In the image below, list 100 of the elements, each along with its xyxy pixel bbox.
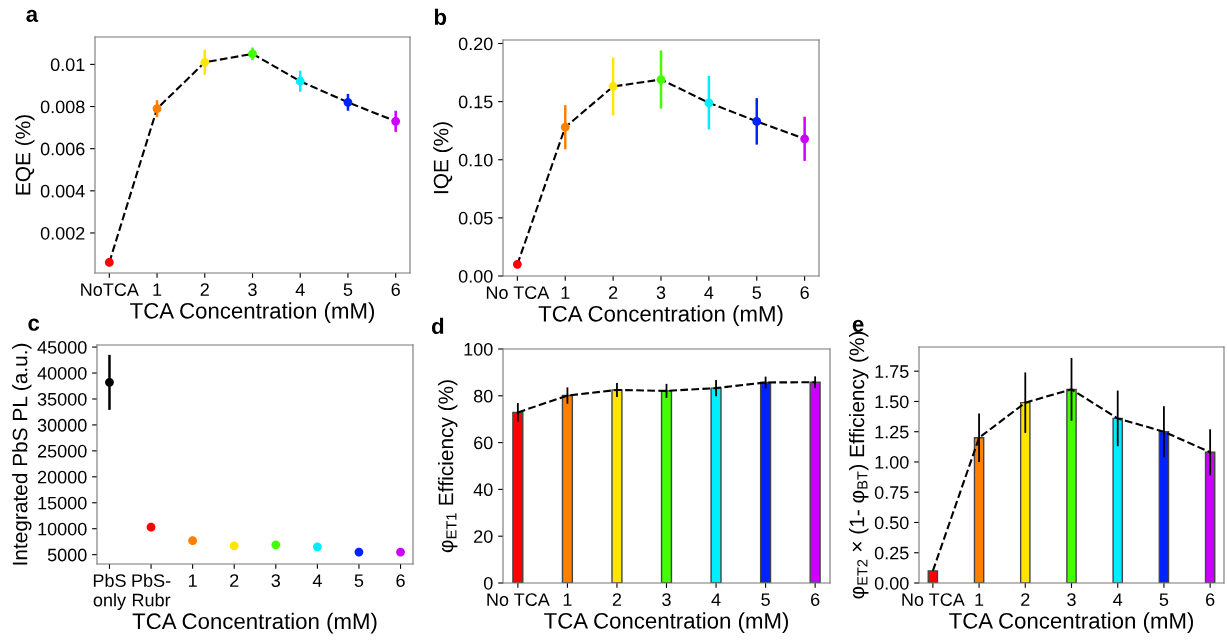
y-axis-title: φ$_{ET2}$ × (1- φ$_{BT}$) Efficiency (%) bbox=[849, 331, 869, 599]
x-tick-label: 1 bbox=[153, 283, 162, 296]
x-tick-label: 4 bbox=[1113, 593, 1123, 606]
x-tick-label: 3 bbox=[248, 283, 257, 296]
bar bbox=[1066, 388, 1077, 583]
x-tick-label: 3 bbox=[656, 286, 666, 299]
y-tick-label: 40000 bbox=[37, 366, 87, 380]
y-tick-label: 20000 bbox=[37, 470, 87, 484]
y-tick-label: 0.006 bbox=[40, 142, 85, 156]
x-axis-title: TCA Concentration (mM) bbox=[949, 612, 1193, 634]
y-tick-label: 20 bbox=[474, 530, 493, 543]
y-tick-label: 1.25 bbox=[875, 425, 909, 439]
x-tick-label: 2 bbox=[612, 593, 622, 606]
bar bbox=[1204, 451, 1216, 583]
x-tick-label: 5 bbox=[752, 286, 762, 299]
bar bbox=[1158, 431, 1170, 583]
y-tick-label: 25000 bbox=[37, 444, 87, 458]
x-tick-label: 6 bbox=[396, 574, 405, 587]
chart-title: b bbox=[434, 8, 447, 25]
x-tick-label: No TCA bbox=[486, 286, 550, 299]
point bbox=[656, 75, 666, 84]
x-axis-title: TCA Concentration (mM) bbox=[538, 305, 783, 327]
y-tick-label: 0.008 bbox=[40, 100, 85, 114]
x-tick-label: 3 bbox=[1067, 593, 1076, 606]
bar bbox=[660, 390, 673, 583]
point bbox=[343, 97, 353, 107]
y-tick-label: 0 bbox=[483, 576, 493, 590]
y-tick-label: 1.50 bbox=[875, 395, 909, 409]
y-tick-label: 80 bbox=[473, 389, 493, 403]
point bbox=[512, 259, 522, 269]
y-tick-label: 10000 bbox=[38, 522, 87, 536]
point bbox=[200, 57, 210, 67]
y-tick-label: 1.75 bbox=[875, 365, 909, 378]
bar bbox=[1019, 401, 1031, 583]
bar bbox=[611, 389, 623, 583]
x-tick-label: 5 bbox=[1159, 593, 1169, 606]
bar bbox=[809, 381, 821, 583]
point bbox=[560, 122, 570, 132]
y-tick-label: 0.002 bbox=[40, 226, 85, 240]
y-axis-title: Integrated PbS PL (a.u.) bbox=[12, 343, 32, 565]
y-tick-label: 5000 bbox=[47, 548, 87, 562]
x-tick-label: 5 bbox=[343, 283, 353, 296]
y-tick-label: 0.00 bbox=[458, 269, 493, 283]
x-tick-label: PbS- Rubr bbox=[132, 573, 171, 607]
chart-title: e bbox=[852, 319, 864, 332]
x-tick-label: 4 bbox=[295, 283, 305, 296]
y-tick-label: 0.75 bbox=[874, 486, 909, 499]
x-tick-label: 6 bbox=[811, 593, 820, 606]
y-tick-label: 0.10 bbox=[458, 153, 493, 167]
point bbox=[396, 547, 405, 557]
x-tick-label: 2 bbox=[609, 286, 618, 299]
point bbox=[152, 104, 162, 114]
y-axis-title: φ$_{ET1}$ Efficiency (%) bbox=[438, 380, 458, 553]
bar bbox=[561, 394, 574, 583]
bar bbox=[512, 411, 524, 583]
y-tick-label: 40 bbox=[473, 483, 493, 497]
point bbox=[354, 547, 364, 557]
x-tick-label: 1 bbox=[188, 574, 197, 587]
bar bbox=[710, 387, 722, 583]
y-tick-label: 0.01 bbox=[50, 58, 85, 72]
x-tick-label: 3 bbox=[662, 593, 671, 606]
x-tick-label: No TCA bbox=[487, 593, 550, 606]
x-tick-label: 5 bbox=[354, 574, 364, 587]
x-tick-label: 2 bbox=[230, 574, 239, 587]
point bbox=[391, 116, 401, 126]
x-axis-title: TCA Concentration (mM) bbox=[544, 612, 788, 634]
y-tick-label: 0.50 bbox=[874, 516, 909, 530]
x-tick-label: 1 bbox=[563, 593, 572, 606]
chart-title: c bbox=[28, 318, 40, 331]
y-tick-label: 0.15 bbox=[458, 95, 493, 109]
y-tick-label: 35000 bbox=[37, 392, 87, 406]
point bbox=[608, 82, 618, 91]
y-tick-label: 0.05 bbox=[458, 211, 493, 225]
y-tick-label: 0.00 bbox=[874, 576, 909, 590]
y-axis-title: EQE (%) bbox=[15, 115, 35, 195]
x-tick-label: 1 bbox=[975, 593, 984, 606]
y-tick-label: 0.25 bbox=[874, 546, 909, 560]
x-tick-label: 6 bbox=[391, 283, 400, 296]
x-tick-label: 4 bbox=[312, 574, 322, 587]
x-axis-title: TCA Concentration (mM) bbox=[130, 302, 374, 324]
point bbox=[105, 377, 114, 387]
y-tick-label: 0.20 bbox=[458, 37, 493, 51]
y-tick-label: 0.004 bbox=[40, 184, 85, 198]
chart-title: a bbox=[26, 9, 39, 22]
x-tick-label: 2 bbox=[1021, 593, 1030, 606]
y-tick-label: 45000 bbox=[37, 341, 87, 354]
chart-title: d bbox=[431, 317, 444, 335]
point bbox=[752, 116, 762, 126]
point bbox=[146, 522, 156, 532]
point bbox=[295, 76, 305, 86]
bar bbox=[1112, 417, 1124, 583]
y-axis-title: IQE (%) bbox=[433, 122, 453, 194]
x-axis-title: TCA Concentration (mM) bbox=[132, 612, 377, 634]
point bbox=[800, 134, 810, 144]
point bbox=[271, 540, 281, 550]
y-tick-label: 60 bbox=[474, 436, 493, 450]
x-tick-label: 2 bbox=[200, 283, 209, 296]
point bbox=[312, 542, 322, 552]
y-tick-label: 1.00 bbox=[875, 455, 909, 469]
x-tick-label: NoTCA bbox=[81, 283, 139, 296]
